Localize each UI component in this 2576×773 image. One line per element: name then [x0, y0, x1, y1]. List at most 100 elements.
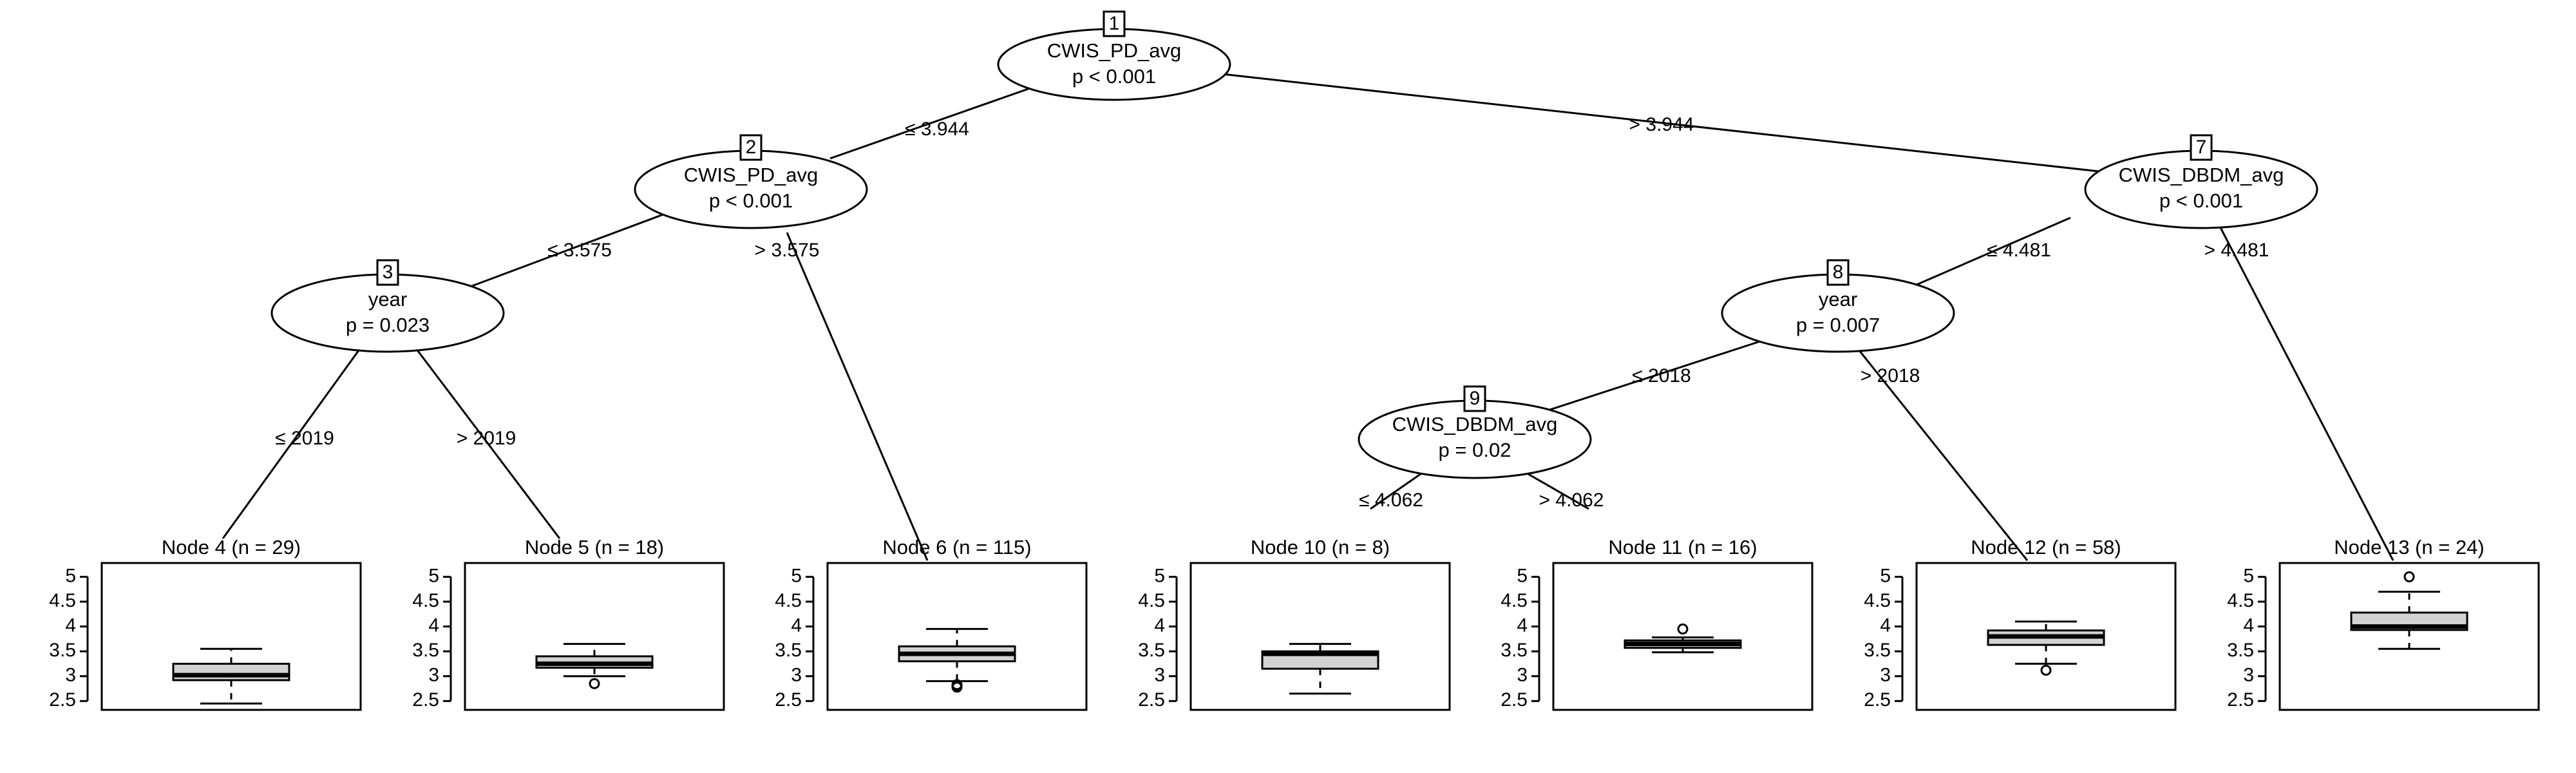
- y-axis-tick-label: 4.5: [1501, 590, 1528, 611]
- terminal-node-5: Node 5 (n = 18) 2.5 3 3.5 4 4.5 5: [412, 536, 725, 711]
- y-axis-tick-label: 4.5: [412, 590, 439, 611]
- y-axis-tick-label: 3.5: [775, 640, 802, 661]
- node-id-box: [739, 134, 762, 161]
- node-id: 1: [1109, 13, 1120, 34]
- outlier-point: [2040, 664, 2052, 676]
- edge-label-7-13: > 4.481: [2204, 240, 2269, 261]
- terminal-node-11: Node 11 (n = 16) 2.5 3 3.5 4 4.5 5: [1501, 536, 1814, 711]
- y-axis-tick-label: 4: [65, 615, 76, 636]
- node-variable: CWIS_DBDM_avg: [1392, 413, 1558, 435]
- terminal-node-10: Node 10 (n = 8) 2.5 3 3.5 4 4.5 5: [1138, 536, 1451, 711]
- edge-label-8-9: ≤ 2018: [1632, 365, 1691, 386]
- edge-label-9-11: > 4.062: [1539, 490, 1604, 511]
- node-id-box: [2190, 134, 2213, 161]
- node-pvalue: p < 0.001: [1072, 65, 1156, 88]
- edge-label-1-2: ≤ 3.944: [905, 119, 969, 140]
- terminal-node-title: Node 5 (n = 18): [525, 536, 664, 558]
- inner-node-2: 2 CWIS_PD_avg p < 0.001: [634, 134, 868, 229]
- terminal-node-title: Node 12 (n = 58): [1971, 536, 2121, 558]
- y-axis-tick-label: 2.5: [1501, 689, 1528, 711]
- node-id: 8: [1833, 262, 1844, 283]
- y-axis-tick-label: 5: [791, 565, 802, 586]
- node-pvalue: p = 0.02: [1439, 439, 1511, 461]
- node-id-box: [1463, 385, 1486, 412]
- y-axis-tick-label: 3.5: [1864, 640, 1891, 661]
- node-variable: year: [368, 288, 407, 310]
- y-axis-tick-label: 3.5: [1138, 640, 1165, 661]
- y-axis-tick-label: 4: [1880, 615, 1891, 636]
- y-axis-tick-label: 2.5: [49, 689, 76, 711]
- y-axis-tick-label: 4: [428, 615, 439, 636]
- node-pvalue: p < 0.001: [709, 189, 793, 212]
- outlier-point: [1677, 623, 1689, 635]
- node-id: 3: [383, 262, 393, 283]
- edge-9-11: [1524, 471, 1589, 510]
- edge-1-2: [829, 85, 1036, 160]
- y-axis-tick-label: 2.5: [2227, 689, 2254, 711]
- panel-frame: [1552, 562, 1814, 711]
- edge-8-9: [1535, 340, 1761, 415]
- inner-node-7: 7 CWIS_DBDM_avg p < 0.001: [2084, 134, 2318, 229]
- edge-label-1-7: > 3.944: [1629, 114, 1694, 135]
- y-axis-tick-label: 4.5: [1138, 590, 1165, 611]
- node-ellipse: [270, 273, 505, 353]
- y-axis-tick-label: 4.5: [1864, 590, 1891, 611]
- outlier-point: [2403, 571, 2415, 582]
- node-variable: year: [1819, 288, 1857, 310]
- node-pvalue: p = 0.023: [346, 314, 430, 336]
- terminal-node-13: Node 13 (n = 24) 2.5 3 3.5 4 4.5 5: [2227, 536, 2540, 711]
- terminal-node-12: Node 12 (n = 58) 2.5 3 3.5 4 4.5 5: [1864, 536, 2177, 711]
- node-id: 7: [2196, 137, 2207, 158]
- y-axis-tick-label: 5: [1517, 565, 1528, 586]
- node-variable: CWIS_PD_avg: [684, 164, 818, 186]
- panel-frame: [100, 562, 362, 711]
- y-axis-tick-label: 3.5: [49, 640, 76, 661]
- panel-frame: [826, 562, 1088, 711]
- edge-label-7-8: ≤ 4.481: [1987, 240, 2051, 261]
- node-id-box: [1826, 259, 1850, 286]
- node-id-box: [1103, 10, 1126, 37]
- y-axis-tick-label: 2.5: [1864, 689, 1891, 711]
- node-variable: CWIS_DBDM_avg: [2119, 164, 2284, 186]
- edge-label-3-5: > 2019: [457, 428, 516, 449]
- y-axis-tick-label: 3: [2243, 665, 2254, 686]
- edge-7-8: [1911, 216, 2071, 288]
- edge-3-4: [222, 345, 363, 539]
- panel-frame: [2278, 562, 2540, 711]
- y-axis-tick-label: 3.5: [1501, 640, 1528, 661]
- y-axis-tick-label: 5: [1880, 565, 1891, 586]
- y-axis-tick-label: 5: [2243, 565, 2254, 586]
- node-pvalue: p = 0.007: [1796, 314, 1880, 336]
- inner-node-3: 3 year p = 0.023: [270, 259, 505, 353]
- edge-2-6: [786, 232, 929, 561]
- outlier-point: [951, 682, 963, 693]
- inner-node-9: 9 CWIS_DBDM_avg p = 0.02: [1358, 385, 1592, 479]
- edge-label-8-12: > 2018: [1861, 365, 1920, 386]
- terminal-node-title: Node 11 (n = 16): [1608, 536, 1757, 558]
- terminal-node-title: Node 13 (n = 24): [2334, 536, 2485, 558]
- terminal-node-title: Node 10 (n = 8): [1251, 536, 1390, 558]
- edge-label-2-3: ≤ 3.575: [547, 240, 612, 261]
- y-axis-tick-label: 5: [65, 565, 76, 586]
- edge-8-12: [1858, 350, 2029, 561]
- y-axis-tick-label: 4.5: [2227, 590, 2254, 611]
- edge-9-10: [1370, 471, 1424, 510]
- y-axis-tick-label: 3.5: [412, 640, 439, 661]
- y-axis-tick-label: 3: [1517, 665, 1528, 686]
- terminal-node-4: Node 4 (n = 29) 2.5 3 3.5 4 4.5 5: [49, 536, 362, 711]
- inner-node-8: 8 year p = 0.007: [1721, 259, 1955, 353]
- edge-label-2-6: > 3.575: [755, 240, 820, 261]
- outlier-point: [589, 678, 600, 689]
- y-axis-tick-label: 4: [1154, 615, 1165, 636]
- y-axis-tick-label: 4: [1517, 615, 1528, 636]
- node-id: 9: [1470, 388, 1481, 409]
- y-axis-tick-label: 4: [2243, 615, 2254, 636]
- iqr-box: [172, 662, 290, 682]
- y-axis-tick-label: 3.5: [2227, 640, 2254, 661]
- edge-2-3: [469, 212, 667, 288]
- node-pvalue: p < 0.001: [2159, 189, 2243, 212]
- terminal-node-title: Node 6 (n = 115): [882, 536, 1031, 558]
- edge-label-9-10: ≤ 4.062: [1359, 490, 1423, 511]
